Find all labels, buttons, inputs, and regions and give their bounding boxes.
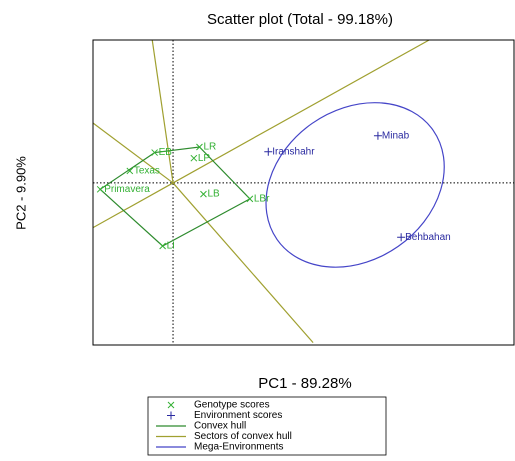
sector-line xyxy=(172,40,430,184)
sector-line xyxy=(172,182,314,344)
point-label: LP xyxy=(198,153,211,164)
sector-line xyxy=(93,182,174,229)
legend-label: Convex hull xyxy=(194,421,246,432)
legend-marker xyxy=(167,411,175,420)
point xyxy=(264,147,273,156)
point xyxy=(96,185,104,193)
point-label: LR xyxy=(203,142,216,153)
point xyxy=(200,190,207,198)
point xyxy=(159,242,166,250)
x-axis-label: PC1 - 89.28% xyxy=(258,375,351,392)
point xyxy=(373,131,382,140)
chart-title: Scatter plot (Total - 99.18%) xyxy=(207,11,393,28)
point-label: EB xyxy=(159,147,173,158)
point-label: Minab xyxy=(382,130,410,141)
point-label: Behbahan xyxy=(405,232,451,243)
legend-label: Mega-Environments xyxy=(194,442,283,453)
legend-box xyxy=(147,396,387,456)
sector-line xyxy=(151,40,174,184)
legend-label: Sectors of convex hull xyxy=(194,431,292,442)
legend-label: Genotype scores xyxy=(194,400,270,411)
sector-line xyxy=(93,122,174,184)
point-label: LBr xyxy=(254,194,270,205)
legend-label: Environment scores xyxy=(194,410,282,421)
plot-frame xyxy=(92,39,515,346)
plot-area: LR EB LP Texas Primavera LB LBr LI Iranshahr Mina… xyxy=(93,40,514,345)
point-label: LB xyxy=(207,189,220,200)
point-label: Primavera xyxy=(104,184,150,195)
convex-hull xyxy=(99,146,251,247)
point xyxy=(246,195,254,203)
point xyxy=(196,143,203,151)
legend-marker xyxy=(167,401,175,409)
point xyxy=(126,167,134,175)
point-label: LI xyxy=(167,241,175,252)
mega-environment xyxy=(265,102,445,268)
point-label: Texas xyxy=(134,166,160,177)
point xyxy=(190,154,198,162)
y-axis-label: PC2 - 9.90% xyxy=(13,156,28,230)
point-label: Iranshahr xyxy=(272,146,315,157)
point xyxy=(397,233,406,242)
point xyxy=(151,149,158,156)
